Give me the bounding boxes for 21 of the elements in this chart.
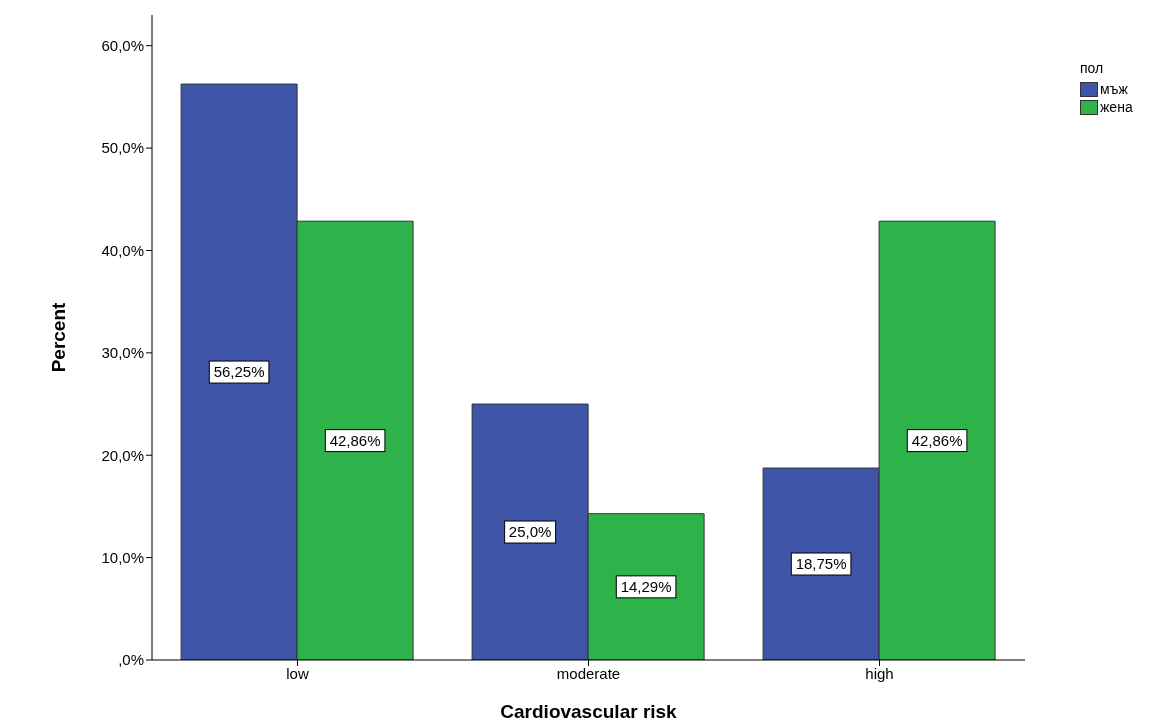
legend-label: жена bbox=[1100, 99, 1133, 115]
y-axis-title: Percent bbox=[47, 301, 69, 373]
y-tick-label: ,0% bbox=[118, 651, 144, 669]
data-label: 56,25% bbox=[213, 363, 265, 381]
y-tick-label: 40,0% bbox=[101, 241, 144, 259]
y-tick-label: 10,0% bbox=[101, 548, 144, 566]
x-tick-label: moderate bbox=[556, 664, 621, 682]
data-label: 25,0% bbox=[508, 523, 552, 541]
y-tick-label: 60,0% bbox=[101, 37, 144, 55]
y-tick-label: 30,0% bbox=[101, 344, 144, 362]
legend-label: мъж bbox=[1100, 81, 1128, 97]
data-label: 14,29% bbox=[620, 577, 672, 595]
y-tick-label: 50,0% bbox=[101, 139, 144, 157]
data-label: 42,86% bbox=[911, 431, 963, 449]
x-tick-label: low bbox=[286, 664, 309, 682]
legend-title: пол bbox=[1080, 60, 1105, 76]
y-tick-label: 20,0% bbox=[101, 446, 144, 464]
data-label: 18,75% bbox=[795, 555, 847, 573]
x-axis-title: Cardiovascular risk bbox=[500, 701, 678, 722]
data-label: 42,86% bbox=[329, 431, 381, 449]
x-tick-label: high bbox=[865, 664, 894, 682]
